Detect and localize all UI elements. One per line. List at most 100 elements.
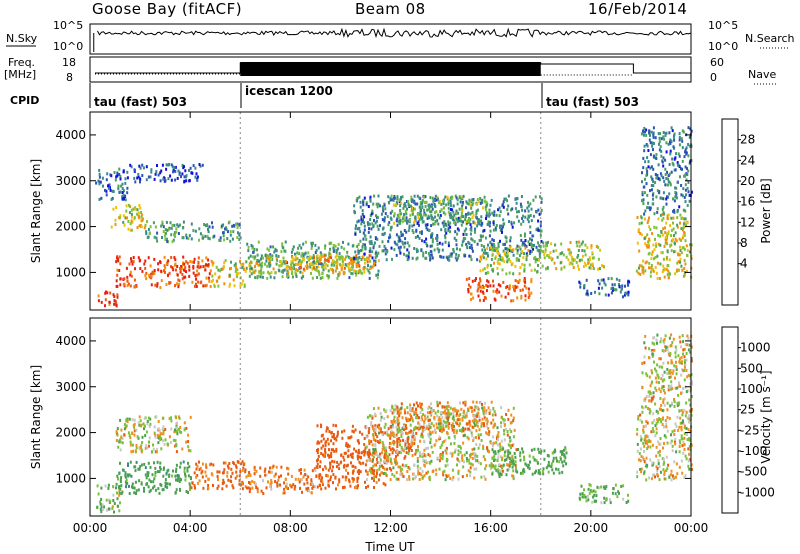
power-cell — [547, 240, 549, 244]
velocity-cell — [467, 458, 470, 462]
power-cell — [545, 267, 547, 271]
power-cell — [147, 175, 150, 179]
velocity-cell — [492, 450, 495, 454]
power-cell — [518, 245, 521, 249]
power-cell — [175, 227, 178, 231]
velocity-cell — [169, 440, 172, 444]
power-cell — [647, 160, 650, 164]
velocity-cell — [144, 446, 147, 450]
velocity-cell — [461, 475, 464, 479]
power-cell — [239, 284, 242, 288]
power-cell — [185, 236, 188, 240]
power-cell — [346, 254, 349, 258]
velocity-cell — [242, 463, 245, 467]
power-cell — [275, 262, 278, 266]
velocity-cell — [322, 437, 325, 441]
velocity-cell — [336, 432, 339, 436]
power-cell — [236, 236, 239, 239]
power-cell — [440, 208, 443, 212]
velocity-cell — [425, 426, 428, 430]
power-cell — [565, 255, 568, 259]
power-cell — [188, 234, 191, 238]
velocity-cell — [499, 455, 502, 459]
power-cell — [509, 259, 512, 263]
power-cell — [107, 184, 109, 188]
velocity-cell — [622, 497, 625, 501]
power-cell — [529, 249, 532, 253]
power-cell — [672, 197, 674, 201]
power-cell — [492, 279, 494, 283]
power-cell — [460, 195, 463, 199]
power-cell — [667, 276, 670, 280]
power-cell — [688, 250, 691, 254]
power-cell — [425, 200, 428, 204]
power-cell — [295, 268, 298, 272]
power-cell — [318, 273, 321, 277]
power-cell — [149, 225, 152, 229]
power-cell — [362, 201, 365, 205]
velocity-cell — [273, 474, 276, 478]
velocity-cell — [385, 459, 388, 463]
power-cell — [123, 223, 126, 227]
power-cell — [253, 257, 256, 261]
velocity-cell — [550, 465, 553, 468]
power-cell — [253, 270, 256, 274]
velocity-cell — [335, 449, 338, 453]
velocity-cell — [148, 444, 150, 448]
power-cell — [340, 245, 343, 249]
power-cell — [484, 208, 487, 212]
power-cell — [163, 269, 165, 273]
velocity-cell — [403, 446, 406, 450]
velocity-cell — [468, 461, 471, 465]
power-cell — [425, 250, 427, 254]
power-cell — [122, 197, 125, 200]
power-cell — [663, 137, 666, 141]
power-cell — [624, 284, 626, 288]
velocity-cell — [383, 417, 386, 421]
velocity-cell — [391, 451, 394, 455]
velocity-cell — [496, 443, 499, 447]
power-cell — [275, 256, 278, 260]
power-cell — [568, 248, 571, 252]
velocity-cell — [396, 405, 399, 409]
velocity-cell — [332, 423, 335, 427]
power-cell — [188, 268, 191, 272]
power-cell — [445, 231, 448, 235]
velocity-cell — [364, 463, 367, 467]
power-cell — [105, 178, 108, 182]
power-cell — [382, 226, 385, 230]
power-cell — [235, 272, 238, 276]
power-cell — [595, 244, 598, 248]
power-cell — [539, 245, 542, 248]
velocity-cell — [135, 489, 138, 493]
power-cell — [203, 223, 206, 226]
power-cell — [419, 200, 422, 204]
velocity-cell — [415, 416, 418, 420]
velocity-cell — [602, 485, 605, 489]
velocity-cell — [376, 440, 379, 443]
power-cell — [196, 269, 199, 273]
velocity-cell — [419, 467, 422, 470]
power-cell — [353, 260, 356, 264]
velocity-cell — [354, 465, 357, 469]
power-cell — [150, 170, 153, 174]
velocity-cell — [483, 409, 486, 413]
power-cell — [666, 195, 669, 199]
velocity-cell — [123, 427, 126, 431]
velocity-cell — [438, 416, 441, 420]
power-cell — [659, 213, 662, 217]
velocity-cell — [231, 484, 234, 488]
power-cell — [374, 260, 377, 263]
power-cell — [154, 172, 157, 176]
velocity-cell — [343, 458, 346, 462]
velocity-cell — [348, 480, 351, 484]
velocity-cell — [391, 411, 394, 415]
velocity-cell — [135, 492, 137, 495]
power-cell — [530, 291, 533, 295]
power-cell — [361, 271, 364, 275]
power-cell — [481, 286, 484, 289]
power-cell — [648, 237, 651, 241]
velocity-cell — [294, 477, 297, 481]
power-cell — [642, 268, 644, 272]
velocity-cell — [444, 421, 447, 424]
